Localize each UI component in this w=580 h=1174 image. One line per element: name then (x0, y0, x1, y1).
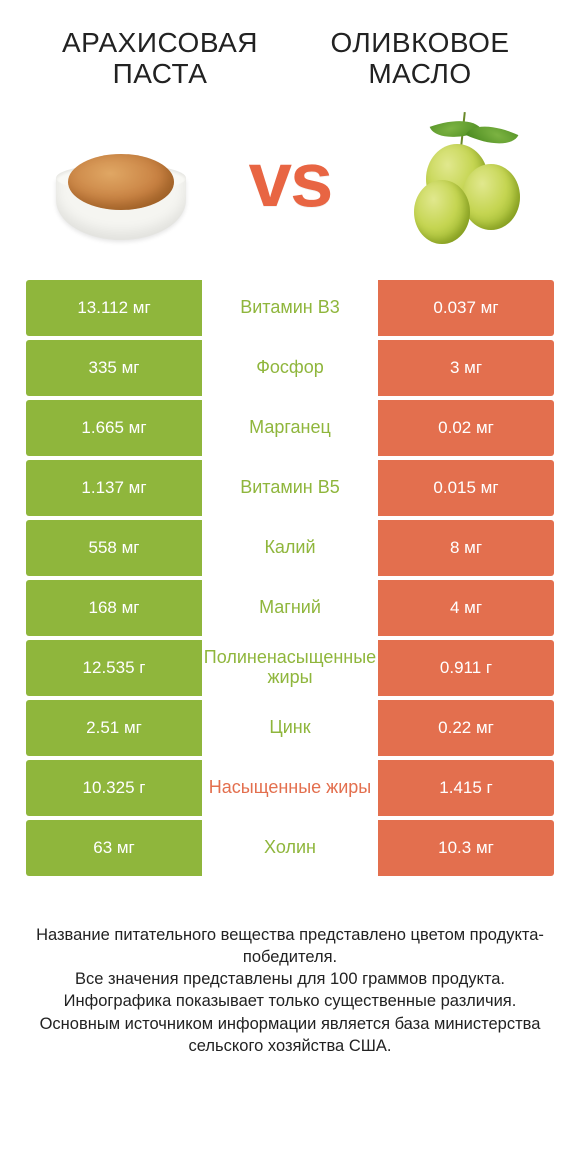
nutrient-label: Магний (202, 580, 378, 636)
header: АРАХИСОВАЯ ПАСТА ОЛИВКОВОЕ МАСЛО (0, 0, 580, 100)
right-value: 0.02 мг (378, 400, 554, 456)
nutrient-label: Цинк (202, 700, 378, 756)
right-value: 0.037 мг (378, 280, 554, 336)
table-row: 10.325 гНасыщенные жиры1.415 г (26, 760, 554, 816)
nutrient-label: Фосфор (202, 340, 378, 396)
nutrient-label: Насыщенные жиры (202, 760, 378, 816)
left-value: 1.665 мг (26, 400, 202, 456)
table-row: 63 мгХолин10.3 мг (26, 820, 554, 876)
table-row: 12.535 гПолиненасыщенные жиры0.911 г (26, 640, 554, 696)
right-value: 4 мг (378, 580, 554, 636)
nutrient-label: Марганец (202, 400, 378, 456)
footer-line: Инфографика показывает только существенн… (36, 990, 544, 1012)
left-value: 558 мг (26, 520, 202, 576)
table-row: 558 мгКалий8 мг (26, 520, 554, 576)
footer-line: Основным источником информации является … (36, 1013, 544, 1058)
table-row: 1.137 мгВитамин B50.015 мг (26, 460, 554, 516)
right-value: 3 мг (378, 340, 554, 396)
left-value: 12.535 г (26, 640, 202, 696)
vs-label: vs (249, 134, 332, 225)
comparison-table: 13.112 мгВитамин B30.037 мг335 мгФосфор3… (0, 280, 580, 876)
footer-line: Название питательного вещества представл… (36, 924, 544, 969)
left-value: 2.51 мг (26, 700, 202, 756)
footer-notes: Название питательного вещества представл… (0, 880, 580, 1058)
table-row: 335 мгФосфор3 мг (26, 340, 554, 396)
nutrient-label: Полиненасыщенные жиры (202, 640, 378, 696)
title-right: ОЛИВКОВОЕ МАСЛО (300, 28, 540, 90)
nutrient-label: Калий (202, 520, 378, 576)
table-row: 2.51 мгЦинк0.22 мг (26, 700, 554, 756)
left-value: 168 мг (26, 580, 202, 636)
left-value: 13.112 мг (26, 280, 202, 336)
product-images: vs (0, 100, 580, 280)
left-value: 335 мг (26, 340, 202, 396)
nutrient-label: Витамин B5 (202, 460, 378, 516)
right-value: 10.3 мг (378, 820, 554, 876)
footer-line: Все значения представлены для 100 граммо… (36, 968, 544, 990)
table-row: 13.112 мгВитамин B30.037 мг (26, 280, 554, 336)
left-value: 1.137 мг (26, 460, 202, 516)
table-row: 168 мгМагний4 мг (26, 580, 554, 636)
left-value: 63 мг (26, 820, 202, 876)
right-value: 1.415 г (378, 760, 554, 816)
left-value: 10.325 г (26, 760, 202, 816)
nutrient-label: Витамин B3 (202, 280, 378, 336)
peanut-butter-icon (46, 120, 196, 240)
right-value: 0.911 г (378, 640, 554, 696)
title-left: АРАХИСОВАЯ ПАСТА (40, 28, 280, 90)
table-row: 1.665 мгМарганец0.02 мг (26, 400, 554, 456)
right-value: 0.015 мг (378, 460, 554, 516)
olive-oil-icon (384, 110, 534, 250)
right-value: 0.22 мг (378, 700, 554, 756)
nutrient-label: Холин (202, 820, 378, 876)
right-value: 8 мг (378, 520, 554, 576)
